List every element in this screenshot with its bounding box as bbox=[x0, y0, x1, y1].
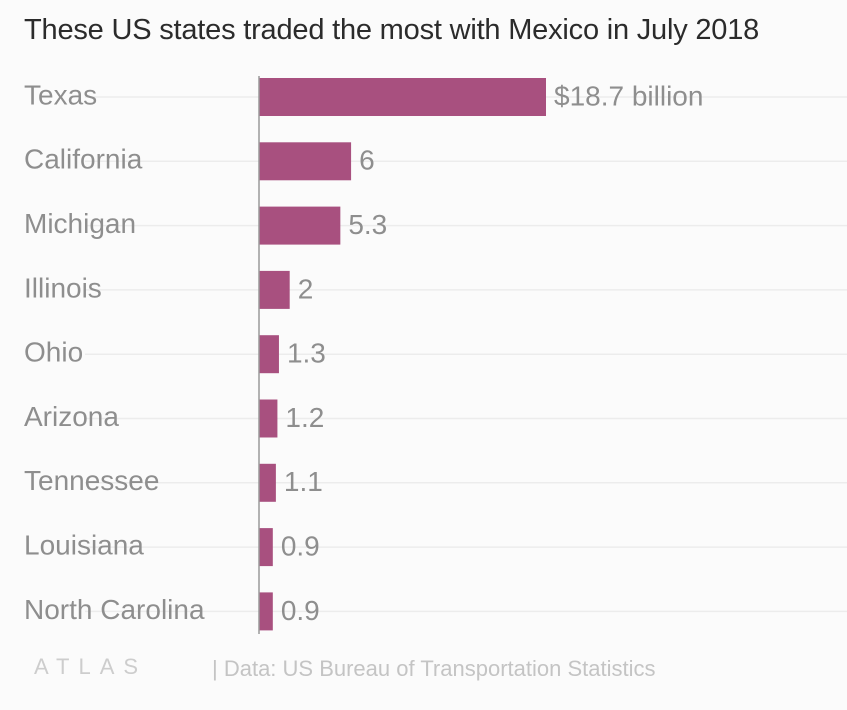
source-note: | Data: US Bureau of Transportation Stat… bbox=[212, 656, 656, 681]
value-label: 0.9 bbox=[281, 530, 320, 561]
bar-michigan bbox=[259, 206, 341, 245]
value-label: 1.2 bbox=[285, 402, 324, 433]
bar-tennessee bbox=[259, 463, 276, 502]
value-label: 5.3 bbox=[348, 209, 387, 240]
category-label: Illinois bbox=[24, 272, 102, 303]
bar-north-carolina bbox=[259, 592, 273, 631]
chart-footer: ATLAS | Data: US Bureau of Transportatio… bbox=[34, 654, 655, 681]
value-label: 1.1 bbox=[284, 466, 323, 497]
bar-california bbox=[259, 142, 352, 181]
value-label: 1.3 bbox=[287, 338, 326, 369]
bar-arizona bbox=[259, 399, 278, 438]
bar-chart: Texas $18.7 billion California 6 Michigan 5.3… bbox=[24, 76, 847, 634]
category-label: Tennessee bbox=[24, 465, 159, 496]
atlas-logo: ATLAS bbox=[34, 654, 148, 679]
category-label: California bbox=[24, 144, 143, 175]
category-label: Ohio bbox=[24, 337, 83, 368]
bar-texas bbox=[259, 78, 546, 116]
value-label: 6 bbox=[359, 145, 375, 176]
bar-ohio bbox=[259, 335, 279, 374]
category-label: Arizona bbox=[24, 401, 119, 432]
bar-louisiana bbox=[259, 528, 273, 567]
category-label: Louisiana bbox=[24, 529, 144, 560]
category-label: Texas bbox=[24, 79, 97, 110]
category-label: North Carolina bbox=[24, 594, 205, 625]
category-label: Michigan bbox=[24, 208, 136, 239]
value-label: 2 bbox=[298, 273, 314, 304]
value-label: 0.9 bbox=[281, 595, 320, 626]
page-title: These US states traded the most with Mex… bbox=[24, 14, 760, 46]
value-label: $18.7 billion bbox=[554, 80, 703, 111]
bar-illinois bbox=[259, 270, 290, 309]
